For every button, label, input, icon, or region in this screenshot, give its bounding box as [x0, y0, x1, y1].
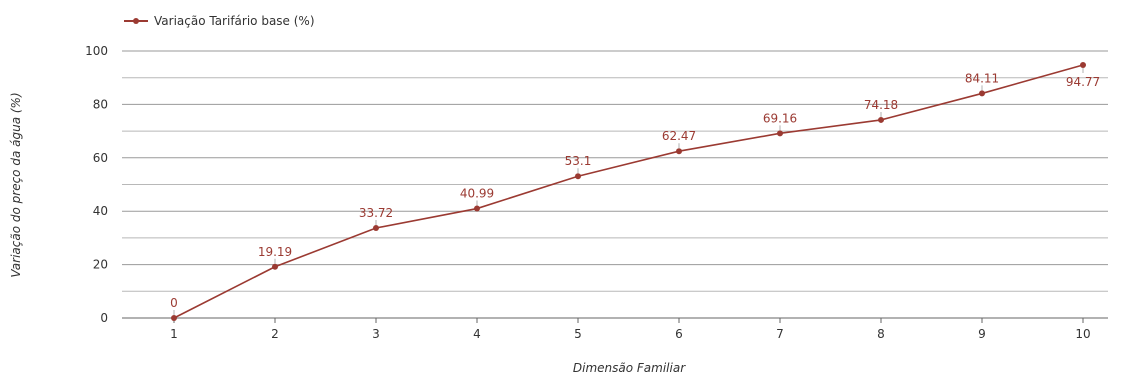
data-point[interactable]: [979, 90, 985, 97]
data-point[interactable]: [1080, 61, 1086, 68]
legend[interactable]: Variação Tarifário base (%): [124, 14, 315, 28]
y-axis-title: Variação do preço da água (%): [9, 92, 23, 277]
x-tick-label: 3: [372, 327, 380, 341]
data-point[interactable]: [272, 263, 278, 270]
data-label: 33.72: [359, 206, 393, 220]
data-label: 84.11: [965, 71, 999, 85]
x-axis-title: Dimensão Familiar: [573, 361, 686, 375]
data-label: 53.1: [565, 154, 592, 168]
data-point[interactable]: [171, 315, 177, 321]
data-label: 69.16: [763, 111, 797, 125]
data-point[interactable]: [676, 148, 682, 155]
x-tick-label: 5: [574, 327, 582, 341]
x-tick-label: 10: [1075, 327, 1090, 341]
series-line: [173, 64, 1084, 319]
data-label: 74.18: [864, 98, 898, 112]
data-point[interactable]: [575, 173, 581, 180]
x-tick-label: 7: [776, 327, 784, 341]
data-label: 94.77: [1066, 75, 1100, 89]
x-tick-label: 8: [877, 327, 885, 341]
x-tick-label: 6: [675, 327, 683, 341]
gridlines: [122, 50, 1108, 319]
legend-series-label: Variação Tarifário base (%): [154, 14, 315, 28]
y-tick-label: 80: [93, 97, 108, 111]
data-label: 62.47: [662, 129, 696, 143]
data-label: 19.19: [258, 245, 292, 259]
data-point[interactable]: [878, 116, 884, 123]
y-tick-label: 60: [93, 151, 108, 165]
y-tick-label: 20: [93, 258, 108, 272]
y-tick-label: 100: [85, 44, 108, 58]
y-tick-label: 40: [93, 204, 108, 218]
x-tick-label: 4: [473, 327, 481, 341]
legend-dot-marker: [133, 18, 139, 24]
axes: 0 20 40 60 80 100 1 2 3 4 5 6 7 8 9 10: [85, 44, 1091, 341]
series-layer: 0 19.19 33.72 40.99 53.1 62.47 69.16 74.18 84.11…: [170, 61, 1100, 321]
data-point[interactable]: [777, 130, 783, 137]
y-tick-label: 0: [100, 311, 108, 325]
x-tick-label: 9: [978, 327, 986, 341]
x-tick-label: 1: [170, 327, 178, 341]
data-point[interactable]: [373, 224, 379, 231]
data-point[interactable]: [474, 205, 480, 212]
x-tick-label: 2: [271, 327, 279, 341]
data-label: 0: [170, 296, 178, 310]
data-label: 40.99: [460, 187, 494, 201]
